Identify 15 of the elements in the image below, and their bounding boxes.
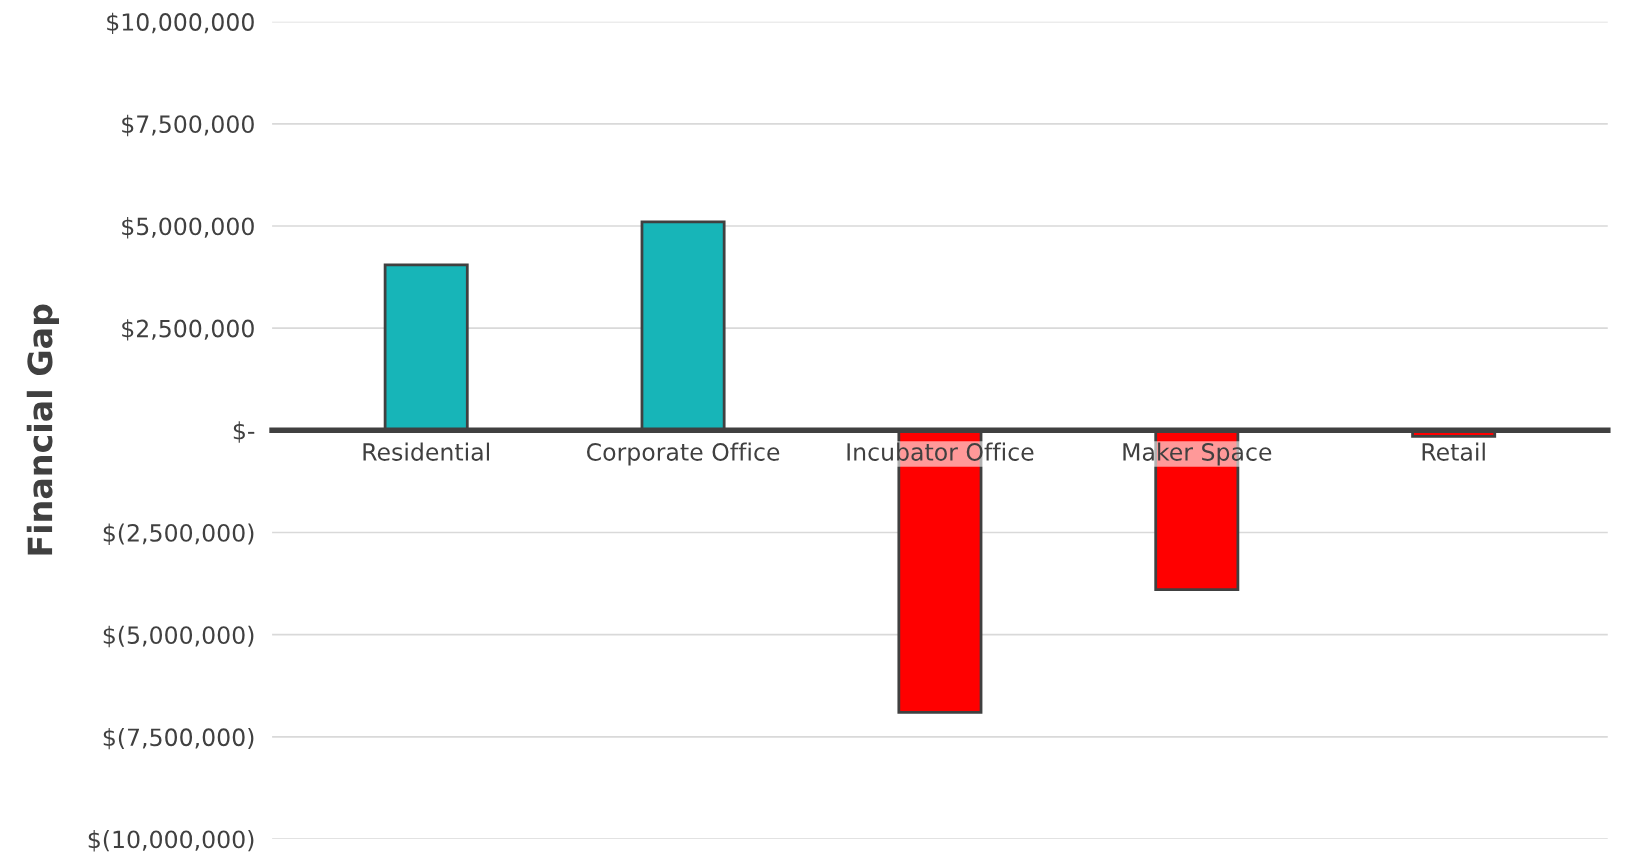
y-axis-title: Financial Gap [26, 304, 60, 555]
x-tick-label: Residential [363, 442, 490, 461]
y-tick-label: $5,000,000 [122, 217, 254, 239]
y-tick-label: $2,500,000 [122, 319, 254, 341]
y-tick-label: $7,500,000 [122, 114, 254, 137]
y-tick-label: $(5,000,000) [103, 625, 254, 648]
y-tick-label: $(2,500,000) [103, 523, 254, 545]
x-tick-label: Corporate Office [586, 442, 780, 466]
y-tick-label: $(10,000,000) [88, 830, 254, 852]
x-tick-label: Retail [1422, 442, 1485, 461]
x-tick-label: Incubator Office [847, 442, 1034, 461]
y-tick-label: $- [233, 421, 255, 443]
y-tick-label: $(7,500,000) [103, 727, 254, 750]
y-tick-label: $10,000,000 [107, 12, 254, 35]
x-tick-label: Maker Space [1123, 442, 1272, 466]
